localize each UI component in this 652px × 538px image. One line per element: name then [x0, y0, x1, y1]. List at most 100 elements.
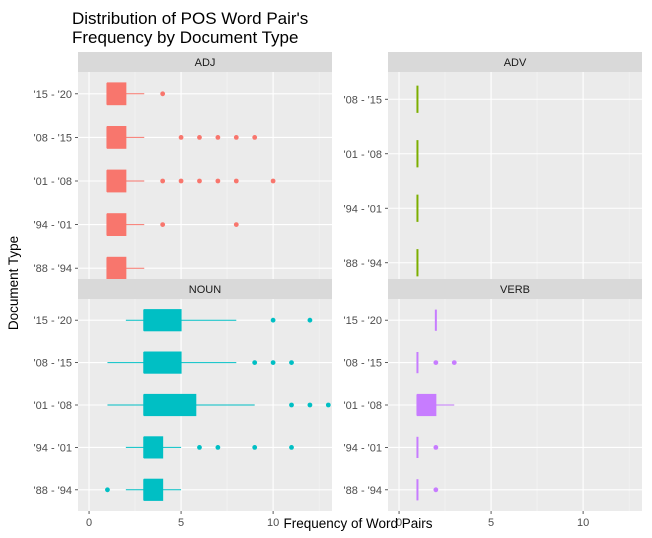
y-tick-label: '01 - '08	[34, 400, 72, 412]
facet-noun: NOUN '88 - '94 '94 - '01 '01 - '08 '08 - '15…	[34, 279, 332, 529]
x-tick-label: 5	[178, 517, 184, 529]
facet-adv: ADV '88 - '94 '94 - '01 '01 - '08 '08 - '15	[344, 52, 642, 290]
outlier-point	[289, 445, 294, 450]
outlier-point	[233, 135, 239, 140]
y-tick-label: '94 - '01	[34, 442, 72, 454]
box--88-94	[416, 479, 439, 501]
outlier-point	[270, 317, 276, 323]
outlier-point	[252, 445, 258, 450]
box	[106, 213, 127, 236]
outlier-point	[325, 402, 331, 408]
box--08-15	[107, 351, 294, 374]
box	[106, 126, 127, 149]
outlier-point	[270, 178, 276, 184]
outlier-point	[160, 91, 166, 97]
y-tick-label: '08 - '15	[34, 358, 72, 370]
y-tick-label: '01 - '08	[344, 149, 382, 161]
outlier-point	[433, 445, 439, 450]
outlier-point	[215, 445, 221, 450]
facet-strip	[78, 52, 332, 72]
y-tick-label: '94 - '01	[344, 442, 382, 454]
facet-strip-label: VERB	[500, 284, 530, 296]
box	[416, 393, 437, 417]
x-tick-label: 10	[267, 517, 279, 529]
y-tick-label: '94 - '01	[344, 203, 382, 215]
outlier-point	[233, 222, 239, 228]
y-tick-label: '88 - '94	[344, 258, 382, 270]
box	[106, 169, 127, 193]
outlier-point	[215, 178, 221, 184]
outlier-point	[160, 178, 166, 184]
box	[143, 393, 197, 417]
box--01-08	[416, 393, 455, 417]
y-tick-label: '01 - '08	[34, 176, 72, 188]
facet-verb: VERB '88 - '94 '94 - '01 '01 - '08 '08 - '15…	[344, 279, 642, 529]
y-tick-label: '15 - '20	[34, 89, 72, 101]
outlier-point	[197, 445, 202, 450]
y-tick-label: '88 - '94	[344, 485, 382, 497]
outlier-point	[215, 135, 221, 140]
facet-strip	[388, 279, 642, 299]
y-tick-label: '88 - '94	[34, 485, 72, 497]
panel-background	[388, 72, 642, 290]
box--15-20	[125, 309, 313, 332]
chart-title: Distribution of POS Word Pair's Frequenc…	[72, 9, 313, 47]
facet-strip-label: NOUN	[189, 284, 221, 296]
y-tick-label: '15 - '20	[344, 315, 382, 327]
facet-strip-label: ADJ	[195, 57, 216, 69]
facet-strip	[388, 52, 642, 72]
outlier-point	[451, 360, 457, 365]
box--94-01	[125, 436, 294, 459]
box--01-08	[107, 393, 331, 417]
outlier-point	[160, 222, 166, 228]
y-tick-label: '88 - '94	[34, 263, 72, 275]
facet-strip	[78, 279, 332, 299]
chart-title-line-1: Distribution of POS Word Pair's	[72, 9, 308, 28]
box--01-08	[106, 169, 276, 193]
y-tick-label: '15 - '20	[34, 315, 72, 327]
outlier-point	[178, 178, 184, 184]
box	[143, 436, 164, 459]
x-tick-label: 5	[488, 517, 494, 529]
y-tick-label: '01 - '08	[344, 400, 382, 412]
y-tick-label: '08 - '15	[34, 132, 72, 144]
outlier-point	[197, 135, 202, 140]
box	[106, 82, 127, 106]
box--94-01	[106, 213, 239, 236]
y-tick-label: '08 - '15	[344, 94, 382, 106]
box	[143, 309, 182, 332]
outlier-point	[289, 360, 294, 365]
box--88-94	[106, 256, 145, 280]
outlier-point	[307, 402, 313, 408]
x-tick-label: 10	[577, 517, 589, 529]
chart-title-line-2: Frequency by Document Type	[72, 28, 298, 47]
outlier-point	[270, 360, 276, 365]
box--08-15	[106, 126, 258, 149]
y-axis-title: Document Type	[6, 236, 21, 330]
x-tick-label: 0	[396, 517, 402, 529]
box--94-01	[416, 436, 439, 458]
outlier-point	[233, 178, 239, 184]
outlier-point	[178, 135, 184, 140]
outlier-point	[252, 135, 258, 140]
outlier-point	[307, 317, 313, 323]
box	[106, 256, 127, 280]
facet-strip-label: ADV	[504, 57, 527, 69]
facet-panels: ADJ '88 - '94 '94 - '01 '01 - '08 '08 - '15 '…	[34, 52, 642, 529]
outlier-point	[289, 402, 294, 408]
outlier-point	[252, 360, 258, 365]
facet-adj: ADJ '88 - '94 '94 - '01 '01 - '08 '08 - '15 '…	[34, 52, 332, 290]
x-tick-label: 0	[86, 517, 92, 529]
box--15-20	[106, 82, 166, 106]
box--88-94	[105, 478, 182, 501]
x-axis-title: Frequency of Word Pairs	[283, 516, 432, 531]
box--08-15	[416, 352, 457, 374]
outlier-point	[105, 487, 110, 493]
outlier-point	[433, 487, 439, 493]
outlier-point	[197, 178, 202, 184]
box	[143, 351, 182, 374]
y-tick-label: '08 - '15	[344, 358, 382, 370]
box	[143, 478, 164, 501]
outlier-point	[433, 360, 439, 365]
